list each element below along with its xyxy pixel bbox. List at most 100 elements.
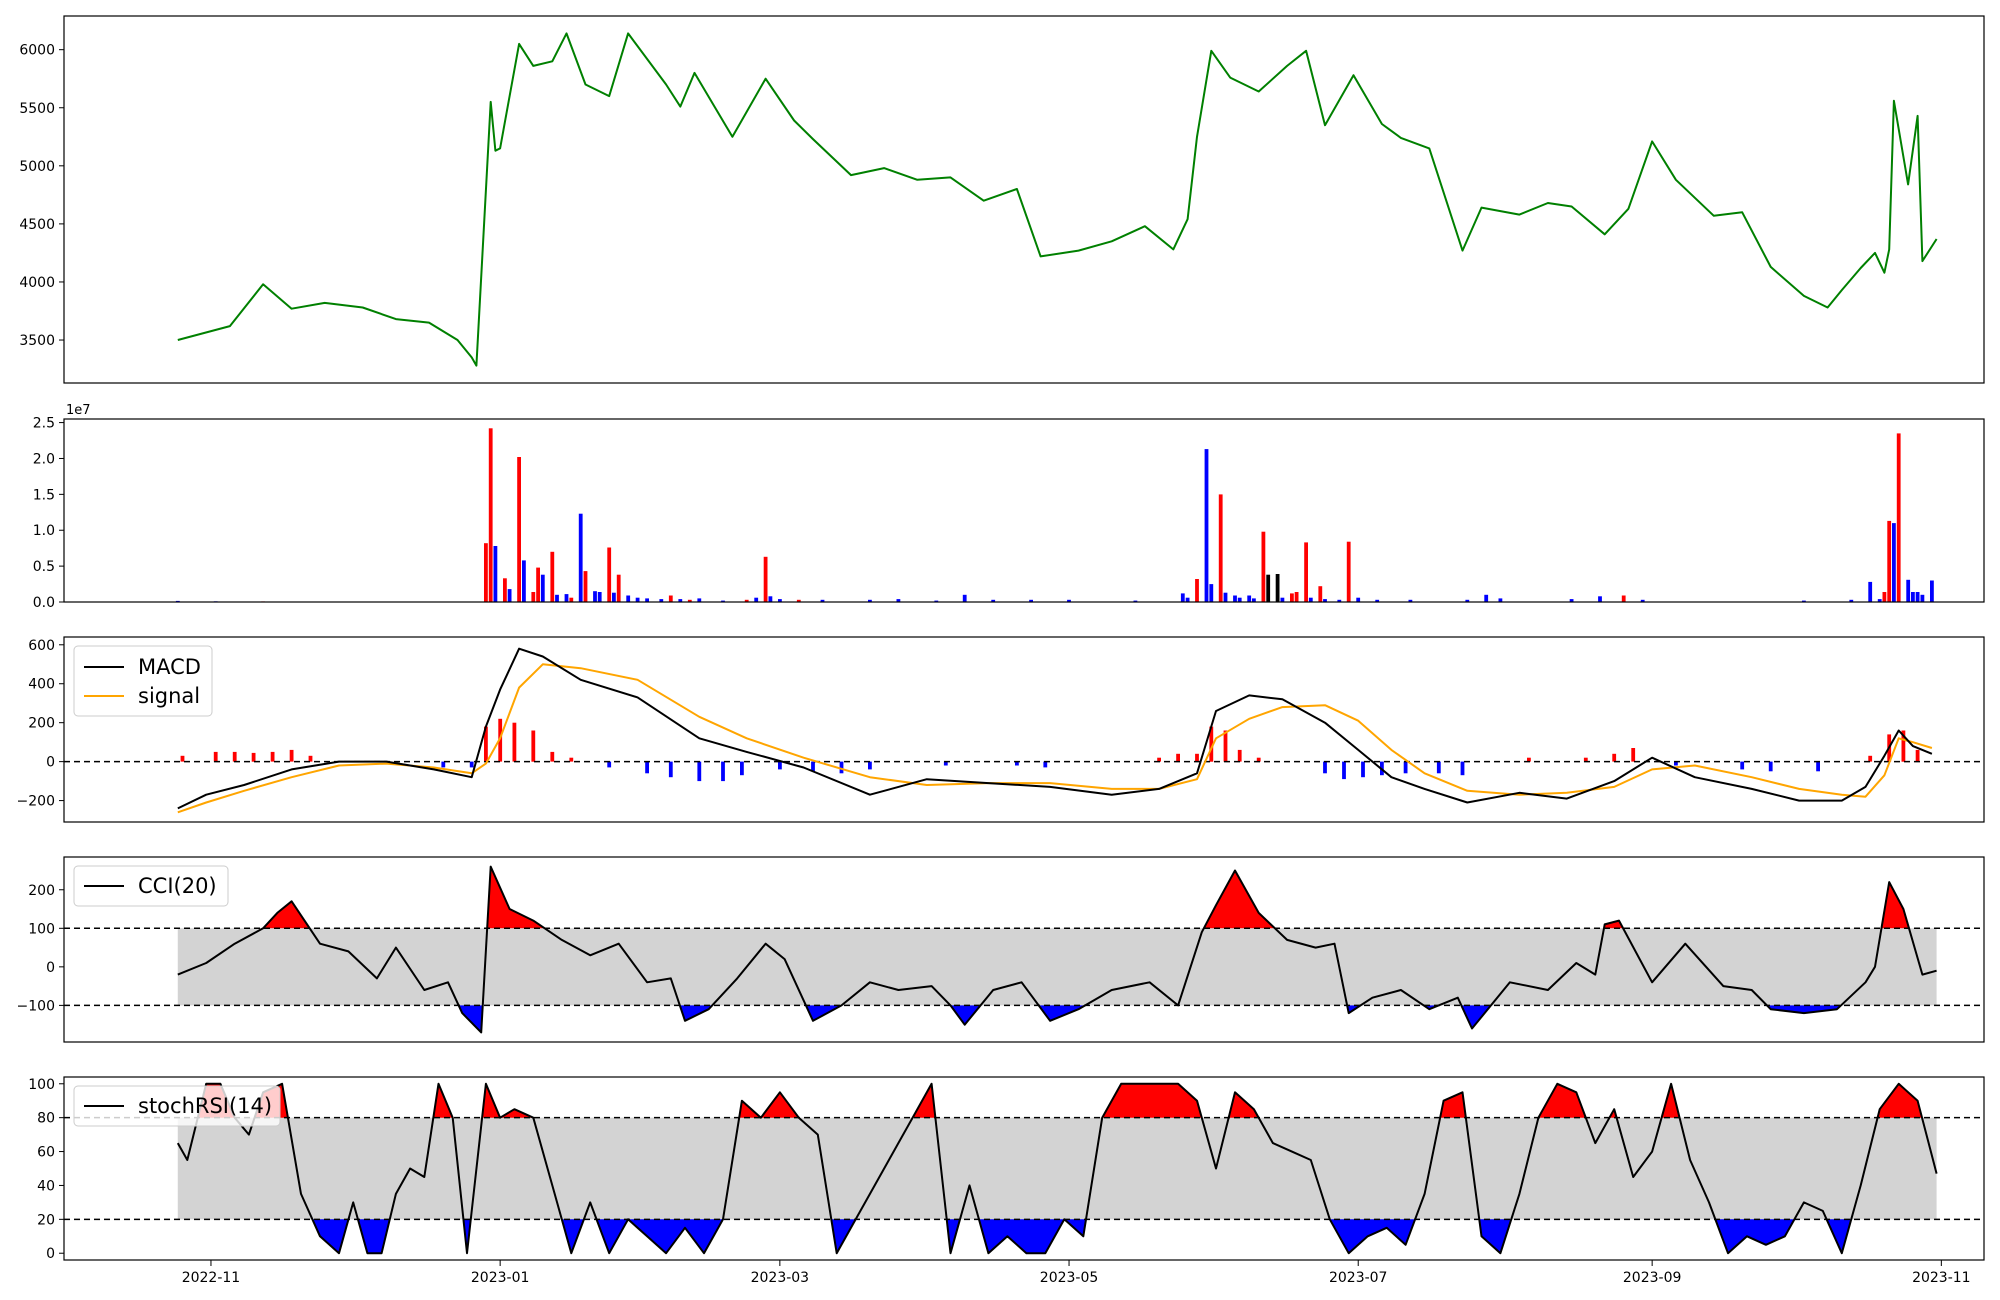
cci-oversold-fill xyxy=(679,1005,713,1021)
volume-bar xyxy=(1887,520,1892,602)
volume-offset-label: 1e7 xyxy=(66,403,91,418)
volume-bar xyxy=(721,600,725,602)
volume-bar xyxy=(1915,592,1920,602)
macd-histogram-bar xyxy=(1237,749,1242,762)
y-tick-label: 3500 xyxy=(19,333,55,349)
volume-bar xyxy=(796,599,801,602)
y-tick-label: 2.0 xyxy=(33,451,55,467)
volume-bar xyxy=(1195,579,1199,602)
y-tick-label: 0.0 xyxy=(33,595,55,611)
macd-histogram-bar xyxy=(1342,761,1346,780)
macd-histogram-bar xyxy=(512,722,517,762)
macd-histogram-bar xyxy=(839,761,844,774)
volume-bar xyxy=(1261,531,1266,602)
plot-area xyxy=(64,419,1984,602)
macd-histogram-bar xyxy=(1403,761,1408,774)
y-tick-label: 200 xyxy=(28,883,55,899)
volume-bar xyxy=(1252,598,1256,602)
price-line xyxy=(177,32,1938,367)
price-panel: 3500 4000 4500 5000 5500 6000 xyxy=(19,15,1985,384)
y-tick-label: 20 xyxy=(37,1212,55,1228)
cci-legend-label: CCI(20) xyxy=(138,874,217,898)
volume-bar xyxy=(1323,599,1327,602)
macd-histogram-bar xyxy=(1223,730,1228,762)
macd-histogram-bar xyxy=(498,718,503,762)
plot-frame xyxy=(63,636,1985,823)
macd-histogram-bar xyxy=(251,752,256,762)
stochrsi-oversold-fill xyxy=(628,1219,723,1254)
cci-line xyxy=(177,865,1937,1034)
macd-histogram-bar xyxy=(441,761,446,768)
x-tick-label: 2023-05 xyxy=(1040,1270,1099,1286)
volume-bar xyxy=(1849,599,1854,602)
volume-bar xyxy=(536,567,540,602)
macd-histogram-bar xyxy=(1816,761,1820,772)
volume-bar xyxy=(578,513,583,602)
plot-area xyxy=(64,637,1984,822)
macd-histogram-bar xyxy=(1043,761,1048,768)
macd-histogram-bar xyxy=(607,761,612,768)
macd-histogram-bar xyxy=(1361,761,1365,778)
plot-frame xyxy=(63,1076,1985,1261)
volume-bar xyxy=(1218,494,1223,602)
x-tick-label: 2023-07 xyxy=(1329,1270,1388,1286)
macd-legend: MACD signal xyxy=(73,645,213,717)
macd-histogram-bar xyxy=(1915,749,1920,762)
stochrsi-oversold-fill xyxy=(596,1219,629,1254)
volume-bar xyxy=(768,596,773,602)
cci-overbought-fill xyxy=(1203,870,1275,929)
macd-histogram-bar xyxy=(550,751,555,762)
cci-oversold-fill xyxy=(1766,1005,1842,1014)
stochrsi-oversold-fill xyxy=(1479,1219,1512,1254)
volume-bar xyxy=(612,592,616,602)
volume-bar xyxy=(1877,599,1882,602)
cci-overbought-fill xyxy=(487,866,545,929)
volume-bar xyxy=(1408,599,1413,602)
macd-histogram-bar xyxy=(1868,755,1873,762)
y-tick-label: 4000 xyxy=(19,275,55,291)
volume-panel: 1e7 0.0 0.5 1.0 1.5 2.0 2.5 xyxy=(33,403,1985,611)
volume-bar xyxy=(1204,449,1209,602)
y-tick-label: 600 xyxy=(28,638,55,654)
volume-bar xyxy=(484,543,488,602)
macd-histogram-bar xyxy=(1527,757,1531,762)
cci-overbought-fill xyxy=(263,901,310,929)
x-tick-label: 2023-01 xyxy=(471,1270,530,1286)
signal-legend-label: signal xyxy=(138,684,200,708)
volume-bar xyxy=(1237,597,1242,602)
macd-histogram-bar xyxy=(668,761,673,778)
y-tick-label: 0 xyxy=(46,960,55,976)
macd-histogram-bar xyxy=(531,730,536,762)
volume-bar xyxy=(1896,433,1901,602)
plot-frame xyxy=(63,418,1985,603)
volume-bar xyxy=(697,598,702,602)
volume-bar xyxy=(1337,599,1342,602)
macd-histogram-bar xyxy=(943,761,948,766)
macd-histogram-bar xyxy=(484,726,488,762)
volume-bar xyxy=(868,599,872,602)
volume-bar xyxy=(645,598,649,602)
volume-bar xyxy=(1465,599,1470,602)
volume-bar xyxy=(616,574,621,602)
y-tick-label: 4500 xyxy=(19,217,55,233)
macd-histogram-bar xyxy=(1460,761,1465,776)
volume-bar xyxy=(962,594,967,602)
macd-histogram-bar xyxy=(1583,757,1588,762)
volume-bar xyxy=(1304,542,1308,602)
volume-bar xyxy=(507,589,512,602)
y-tick-label: 1.5 xyxy=(33,487,55,503)
volume-bar xyxy=(1868,581,1873,602)
volume-bar xyxy=(1180,593,1185,602)
cci-oversold-fill xyxy=(1461,1005,1491,1029)
macd-legend-label: MACD xyxy=(138,655,201,679)
volume-bar xyxy=(934,600,939,602)
macd-histogram-bar xyxy=(180,755,185,762)
volume-bar xyxy=(1133,600,1138,602)
y-tick-label: 5500 xyxy=(19,101,55,117)
volume-bar xyxy=(607,547,612,602)
volume-bar xyxy=(820,599,825,602)
volume-bar xyxy=(1346,541,1351,602)
macd-histogram-bar xyxy=(270,751,275,762)
y-tick-label: 60 xyxy=(37,1145,55,1161)
y-tick-label: 0 xyxy=(46,755,55,771)
